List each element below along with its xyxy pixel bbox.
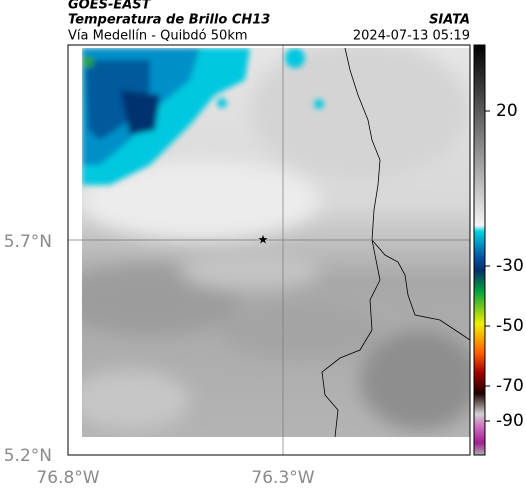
colorbar-tick-label: 20 (496, 101, 518, 121)
colorbar-tick-label: -30 (496, 256, 524, 276)
colorbar-ticks: 20 -30 -50 -70 -90 (485, 101, 524, 431)
agency: SIATA (429, 13, 470, 28)
lat-label: 5.7°N (4, 232, 52, 252)
colorbar-tick-label: -50 (496, 316, 524, 336)
location-star: ★ (258, 233, 269, 247)
product: Temperatura de Brillo CH13 (68, 13, 270, 28)
lon-label: 76.3°W (251, 468, 314, 488)
timestamp: 2024-07-13 05:19 (353, 29, 470, 44)
source: GOES-EAST (68, 0, 152, 13)
lat-label: 5.2°N (4, 446, 52, 466)
colorbar-tick-label: -70 (496, 376, 524, 396)
colorbar (473, 44, 486, 456)
region: Vía Medellín - Quibdó 50km (68, 29, 248, 44)
satellite-image (82, 48, 470, 437)
colorbar-tick-label: -90 (496, 411, 524, 431)
lon-label: 76.8°W (36, 468, 99, 488)
map-frame (67, 44, 471, 456)
